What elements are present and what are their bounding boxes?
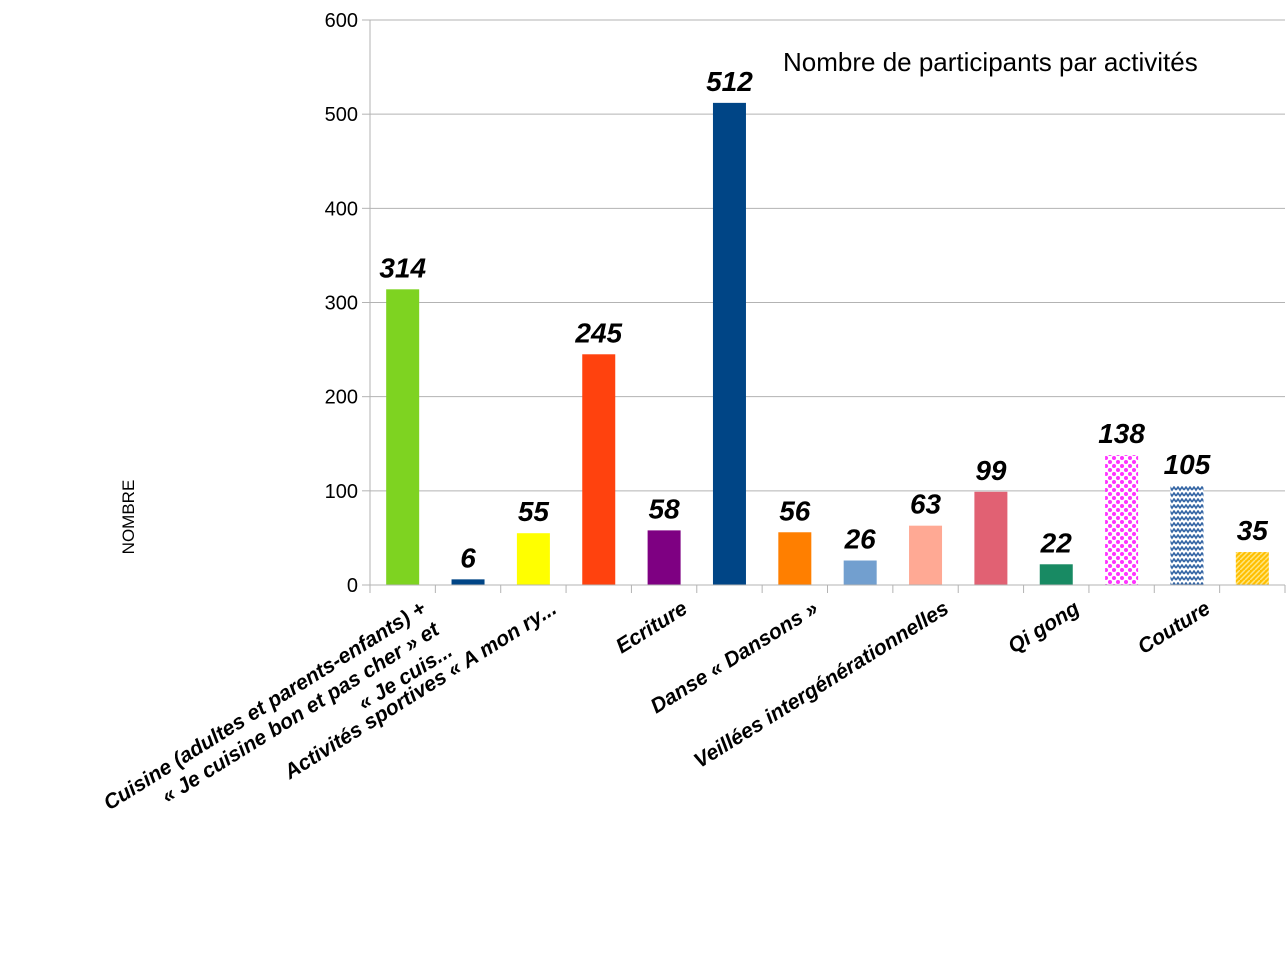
bar <box>1235 552 1269 585</box>
bar <box>909 525 943 585</box>
bar-value-label: 6 <box>460 542 476 573</box>
bar-value-label: 26 <box>844 524 877 555</box>
bar <box>1039 564 1073 585</box>
bar <box>843 560 877 585</box>
chart-title: Nombre de participants par activités <box>783 47 1198 77</box>
y-tick-label: 400 <box>325 198 358 220</box>
bar-value-label: 314 <box>379 252 426 283</box>
bar-value-label: 105 <box>1164 449 1211 480</box>
x-category-label-line: Ecriture <box>612 597 692 659</box>
y-axis-label: NOMBRE <box>119 480 138 555</box>
y-tick-label: 600 <box>325 10 358 32</box>
y-tick-label: 100 <box>325 481 358 503</box>
bar-value-label: 512 <box>706 66 753 97</box>
x-category-label-line: Veillées intergénérationnelles <box>690 597 953 773</box>
x-category-label-line: Qi gong <box>1004 597 1084 659</box>
bar <box>712 102 746 585</box>
bar <box>1170 486 1204 585</box>
y-axis-ticks: 0 100 200 300 400 500 600 <box>325 10 370 597</box>
bar-value-label: 58 <box>649 493 681 524</box>
bar <box>974 491 1008 585</box>
bar <box>647 530 681 585</box>
bar <box>582 354 616 585</box>
x-category-label: Cuisine (adultes et parents-enfants) +« … <box>100 597 457 815</box>
y-tick-label: 200 <box>325 387 358 409</box>
x-category-label: Couture <box>1134 597 1215 659</box>
y-tick-label: 0 <box>347 575 358 597</box>
bar <box>386 289 420 585</box>
x-category-label: Ecriture <box>612 597 692 659</box>
bars <box>386 102 1269 585</box>
bar-value-label: 55 <box>518 496 550 527</box>
bar <box>451 579 485 585</box>
x-category-label: Veillées intergénérationnelles <box>690 597 953 773</box>
x-axis-labels: Cuisine (adultes et parents-enfants) +« … <box>100 597 1215 815</box>
bar-value-labels: 314 6 55 245 58 512 56 26 63 99 22 138 105 35 <box>379 66 1268 573</box>
bar <box>516 533 550 585</box>
bar-value-label: 245 <box>574 317 622 348</box>
bar-value-label: 35 <box>1237 515 1269 546</box>
bar-value-label: 63 <box>910 489 942 520</box>
y-tick-label: 300 <box>325 293 358 315</box>
x-category-label: Qi gong <box>1004 597 1084 659</box>
bar <box>1105 455 1139 585</box>
bar-value-label: 56 <box>779 495 811 526</box>
bar-value-label: 138 <box>1098 418 1145 449</box>
gridlines <box>369 19 1286 593</box>
bar-value-label: 99 <box>975 455 1007 486</box>
bar-value-label: 22 <box>1040 527 1073 558</box>
bar <box>778 532 812 585</box>
y-tick-label: 500 <box>325 104 358 126</box>
x-category-label-line: Couture <box>1134 597 1215 659</box>
